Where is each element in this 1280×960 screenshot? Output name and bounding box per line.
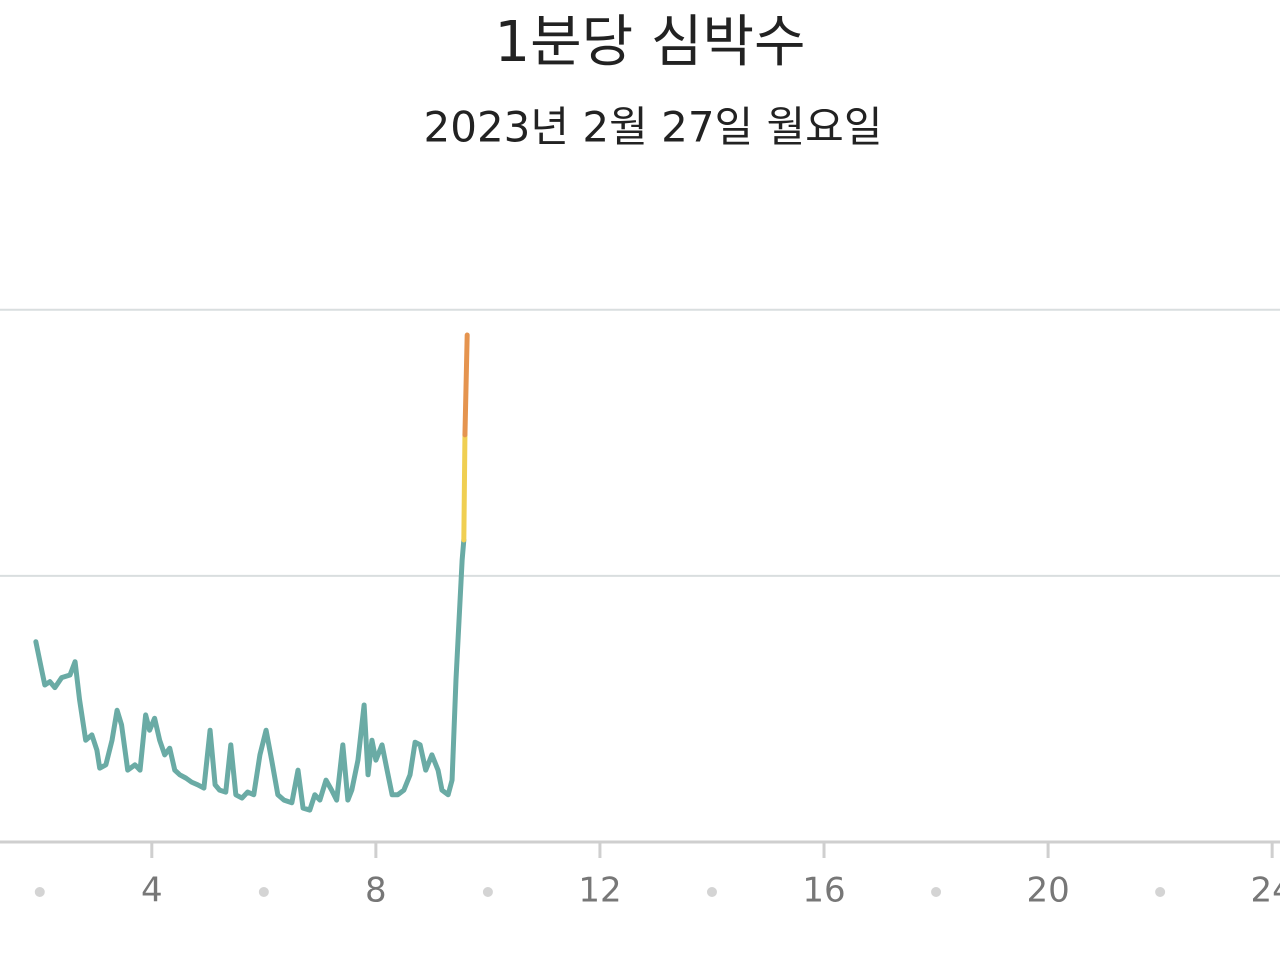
chart-title: 1분당 심박수	[494, 10, 805, 75]
x-tick-label: 20	[1026, 871, 1069, 911]
x-minor-dot	[931, 887, 942, 897]
x-minor-dot	[706, 887, 717, 897]
heart-rate-line	[461, 432, 468, 543]
x-minor-dot	[258, 887, 269, 897]
chart-subtitle: 2023년 2월 27일 월요일	[424, 103, 883, 152]
x-minor-dot	[34, 887, 45, 897]
x-tick-label: 24	[1251, 871, 1280, 911]
x-tick-label: 12	[578, 871, 621, 911]
x-tick-label: 16	[802, 871, 845, 911]
x-minor-dot	[1155, 887, 1166, 897]
x-minor-dot	[482, 887, 493, 897]
heart-rate-line	[33, 537, 467, 813]
heart-rate-line	[462, 332, 470, 438]
x-tick-label: 8	[365, 871, 387, 911]
x-tick-label: 4	[141, 871, 163, 911]
